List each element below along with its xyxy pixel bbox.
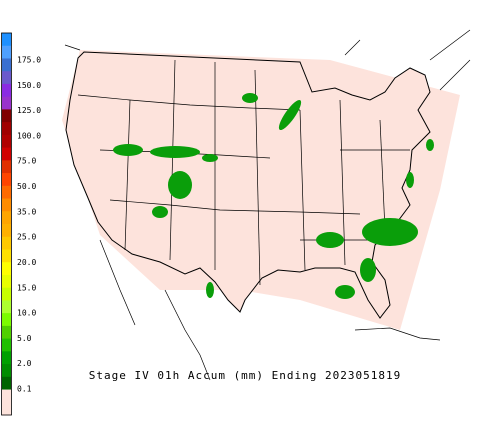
legend-label: 5.0 — [17, 334, 32, 343]
neighbor-coasts — [64, 29, 471, 381]
legend-frame — [1, 32, 12, 416]
legend-swatch — [2, 83, 11, 98]
legend-swatch — [2, 236, 11, 250]
legend-label: 125.0 — [17, 106, 41, 115]
legend-swatch — [2, 33, 11, 47]
legend-swatch — [2, 262, 11, 276]
legend-swatch — [2, 287, 11, 301]
legend-label: 2.0 — [17, 359, 32, 368]
legend-label: 150.0 — [17, 81, 41, 90]
legend-label: 25.0 — [17, 233, 36, 242]
legend-swatch — [2, 160, 11, 174]
legend-swatch — [2, 134, 11, 149]
legend-swatch — [2, 389, 11, 403]
legend-swatch — [2, 300, 11, 314]
us-outline — [65, 51, 431, 319]
legend-swatch — [2, 325, 11, 340]
legend-swatch — [2, 109, 11, 123]
legend-label: 20.0 — [17, 258, 36, 267]
legend-swatch — [2, 45, 11, 59]
legend-swatch — [2, 249, 11, 263]
legend-label: 75.0 — [17, 157, 36, 166]
legend-label: 35.0 — [17, 207, 36, 216]
color-legend: 175.0 150.0 125.0 100.0 75.0 50.0 35.0 25.0 20.0… — [1, 32, 41, 416]
legend-label: 175.0 — [17, 56, 41, 65]
legend-swatch — [2, 224, 11, 238]
legend-swatch — [2, 147, 11, 161]
legend-swatch — [2, 58, 11, 72]
legend-swatch — [2, 402, 11, 416]
legend-label: 15.0 — [17, 283, 36, 292]
legend-swatch — [2, 274, 11, 289]
legend-swatch — [2, 376, 11, 391]
legend-swatch — [2, 338, 11, 352]
map-title: Stage IV 01h Accum (mm) Ending 202305181… — [89, 369, 402, 382]
legend-swatch — [2, 96, 11, 110]
legend-swatch — [2, 211, 11, 225]
legend-label: 100.0 — [17, 131, 41, 140]
legend-swatch — [2, 313, 11, 327]
legend-label: 50.0 — [17, 182, 36, 191]
state-lines — [77, 59, 410, 286]
legend-swatch — [2, 122, 11, 136]
legend-label: 0.1 — [17, 385, 32, 394]
legend-swatch — [2, 173, 11, 187]
precip-patches — [113, 93, 434, 299]
legend-swatch — [2, 71, 11, 85]
legend-swatch — [2, 351, 11, 365]
legend-label: 10.0 — [17, 309, 36, 318]
legend-swatch — [2, 185, 11, 200]
legend-swatch — [2, 364, 11, 378]
legend-swatch — [2, 198, 11, 212]
